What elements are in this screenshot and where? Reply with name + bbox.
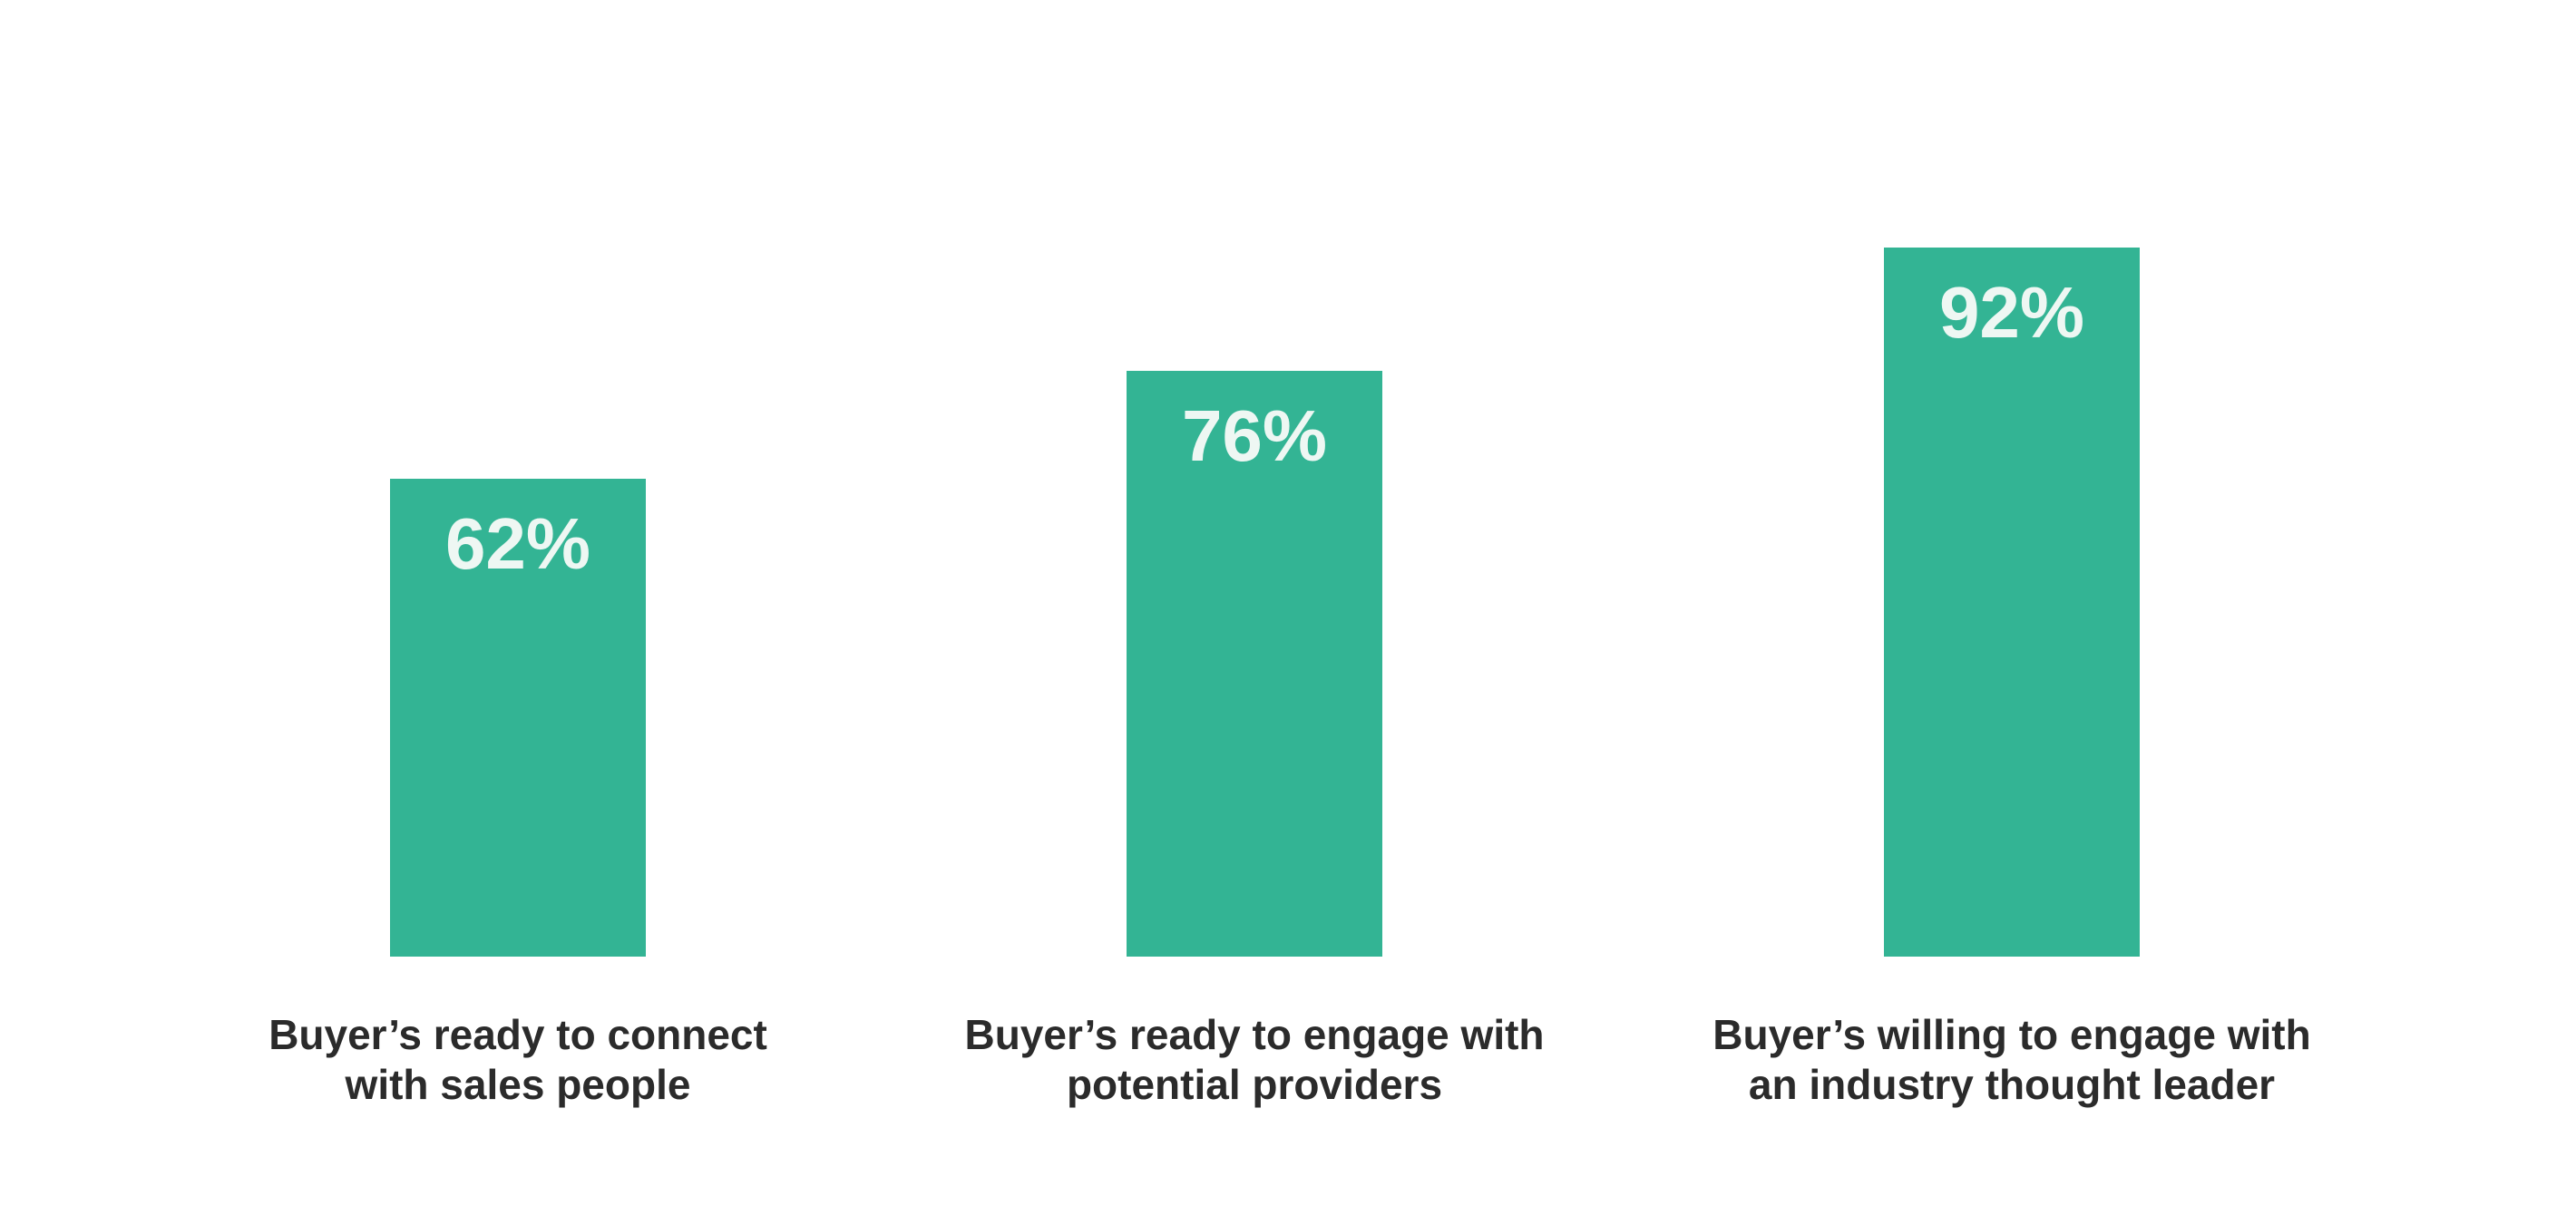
bars-layer — [390, 248, 2140, 957]
value-label-2: 76% — [1182, 395, 1327, 476]
value-label-3: 92% — [1939, 272, 2084, 353]
category-label-3-line-1: Buyer’s willing to engage with — [1712, 1011, 2310, 1058]
category-label-2-line-1: Buyer’s ready to engage with — [964, 1011, 1544, 1058]
category-label-1-line-1: Buyer’s ready to connect — [268, 1011, 767, 1058]
value-labels-layer: 62% 76% 92% — [445, 272, 2084, 584]
category-label-2-line-2: potential providers — [1067, 1061, 1442, 1108]
category-label-3-line-2: an industry thought leader — [1749, 1061, 2275, 1108]
bar-2 — [1127, 371, 1382, 957]
bar-1 — [390, 479, 646, 957]
category-label-1-line-2: with sales people — [345, 1061, 691, 1108]
value-label-1: 62% — [445, 503, 590, 584]
bar-3 — [1884, 248, 2140, 957]
